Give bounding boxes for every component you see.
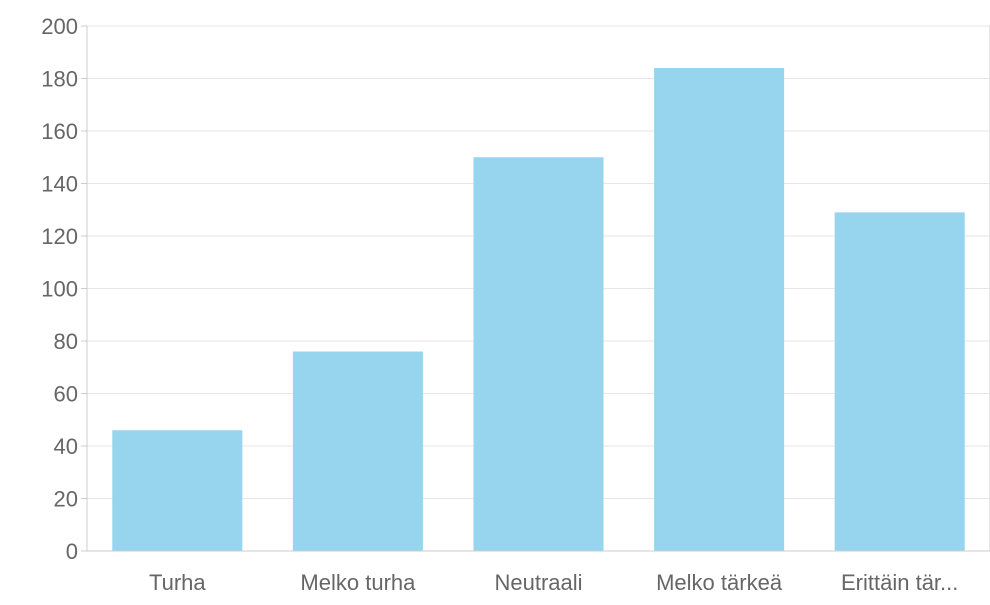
bar-5[interactable] — [834, 212, 965, 551]
y-tick-label: 60 — [54, 382, 78, 407]
y-tick-label: 180 — [41, 67, 78, 92]
y-tick-label: 200 — [41, 14, 78, 39]
y-tick-label: 160 — [41, 119, 78, 144]
x-tick-label: Melko tärkeä — [656, 570, 783, 595]
y-tick-label: 0 — [66, 539, 78, 564]
y-tick-label: 40 — [54, 434, 78, 459]
bar-2[interactable] — [292, 351, 423, 552]
x-tick-label: Turha — [149, 570, 206, 595]
x-tick-label: Melko turha — [300, 570, 416, 595]
x-tick-labels: Turha Melko turha Neutraali Melko tärkeä Eri… — [149, 570, 958, 595]
y-tick-label: 140 — [41, 172, 78, 197]
x-tick-label: Erittäin tär... — [841, 570, 958, 595]
y-tick-label: 80 — [54, 329, 78, 354]
y-tick-label: 20 — [54, 487, 78, 512]
x-tick-label: Neutraali — [494, 570, 582, 595]
bar-3[interactable] — [473, 157, 604, 551]
y-tick-label: 120 — [41, 224, 78, 249]
y-tick-labels: 0 20 40 60 80 100 120 140 160 180 200 — [41, 14, 78, 564]
y-tick-label: 100 — [41, 277, 78, 302]
bars — [112, 68, 965, 552]
axes — [81, 25, 990, 552]
bar-1[interactable] — [112, 430, 243, 551]
bar-4[interactable] — [654, 68, 785, 551]
